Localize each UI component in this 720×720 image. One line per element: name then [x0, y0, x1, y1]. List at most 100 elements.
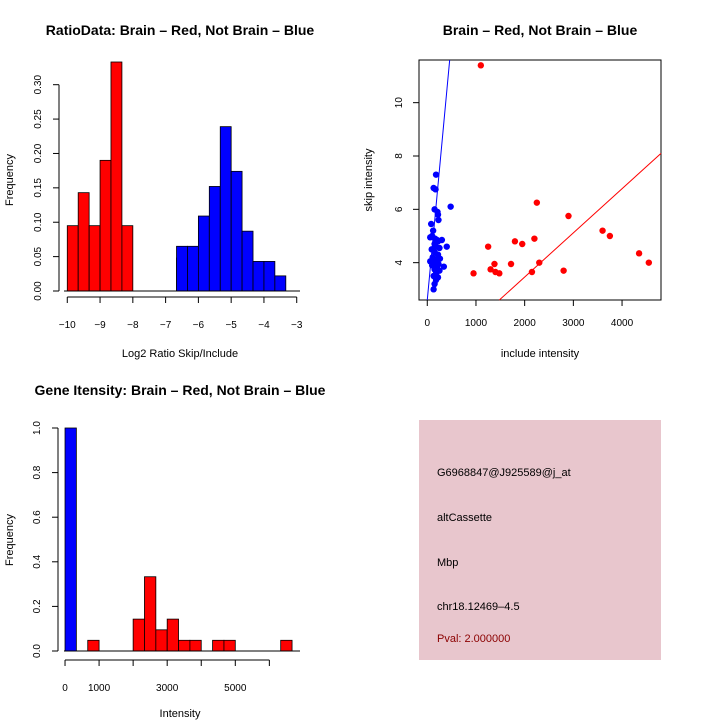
not-brain-point [432, 186, 439, 193]
brain-bar [88, 225, 101, 292]
not-brain-point [430, 286, 437, 293]
y-tick-label: 0.15 [33, 178, 44, 198]
scatter-title: Brain – Red, Not Brain – Blue [443, 22, 638, 38]
brain-point [491, 260, 498, 268]
y-tick-label: 10 [394, 97, 405, 109]
not-brain-bar [252, 261, 265, 292]
x-tick-label: −4 [258, 320, 270, 331]
gene-histogram-panel: Gene Itensity: Brain – Red, Not Brain – … [4, 382, 326, 720]
scatter-axes: 0 1000 2000 3000 4000 4 6 8 10 [394, 97, 634, 329]
brain-point [477, 62, 485, 69]
x-tick-label: 1000 [465, 318, 488, 329]
x-tick-label: −9 [94, 320, 106, 331]
ratio-bars [64, 61, 300, 292]
brain-bar [110, 61, 123, 292]
info-background [419, 420, 661, 660]
not-brain-point [432, 171, 440, 178]
gene-x-label: Intensity [160, 708, 201, 720]
not-brain-bar [64, 427, 77, 652]
brain-point [606, 232, 614, 240]
brain-bar [87, 639, 100, 652]
ratio-x-label: Log2 Ratio Skip/Include [122, 348, 238, 360]
scatter-panel: Brain – Red, Not Brain – Blue 0 1000 2000 3… [363, 22, 662, 360]
not-brain-bar [219, 126, 232, 292]
ratio-title: RatioData: Brain – Red, Not Brain – Blue [46, 22, 315, 38]
brain-point [511, 238, 519, 245]
x-tick-label: 4000 [611, 318, 634, 329]
y-tick-label: 6 [394, 206, 405, 212]
not-brain-point [440, 263, 448, 270]
x-tick-label: −10 [59, 320, 76, 331]
x-tick-label: 0 [424, 318, 430, 329]
scatter-x-label: include intensity [501, 348, 580, 360]
not-brain-point [427, 220, 435, 228]
x-tick-label: −8 [127, 320, 139, 331]
brain-point [519, 240, 526, 248]
not-brain-bar [263, 261, 276, 292]
brain-point [496, 270, 503, 277]
event-type: altCassette [437, 512, 492, 524]
brain-bar [178, 639, 191, 652]
scatter-points [426, 62, 653, 293]
y-tick-label: 0.6 [32, 510, 43, 524]
scatter-plot-box [418, 59, 662, 301]
y-tick-label: 0.0 [32, 644, 43, 658]
not-brain-point [435, 216, 442, 224]
gene-y-label: Frequency [4, 514, 16, 566]
x-tick-label: −3 [291, 320, 303, 331]
x-tick-label: 2000 [514, 318, 537, 329]
not-brain-bar [197, 215, 210, 292]
not-brain-point [429, 227, 437, 234]
brain-point [645, 259, 653, 266]
y-tick-label: 0.20 [33, 143, 44, 163]
not-brain-point [447, 203, 454, 210]
x-tick-label: 0 [62, 683, 68, 694]
x-tick-label: 3000 [156, 683, 179, 694]
brain-point [635, 250, 643, 257]
y-tick-label: 0.10 [33, 212, 44, 232]
brain-bar [166, 618, 179, 652]
y-tick-label: 4 [394, 259, 405, 265]
brain-bar [99, 159, 112, 292]
pval: Pval: 2.000000 [437, 633, 510, 645]
brain-bar [144, 576, 157, 652]
y-tick-label: 0.00 [33, 281, 44, 301]
not-brain-bar [176, 245, 188, 292]
gene-title: Gene Itensity: Brain – Red, Not Brain – … [35, 382, 326, 398]
ratio-histogram-panel: RatioData: Brain – Red, Not Brain – Blue… [4, 22, 314, 360]
brain-bar [212, 639, 225, 652]
y-tick-label: 0.8 [32, 465, 43, 479]
not-brain-point [443, 243, 450, 250]
x-tick-label: −7 [160, 320, 172, 331]
brain-fit-line [499, 152, 662, 301]
gene-name: Mbp [437, 557, 458, 569]
brain-bar [132, 618, 145, 652]
gene-bars [64, 427, 300, 652]
brain-point [536, 259, 543, 266]
x-tick-label: −5 [225, 320, 237, 331]
scatter-fit-lines [426, 59, 662, 301]
brain-bar [121, 225, 134, 292]
not-brain-bar [208, 186, 221, 292]
ratio-y-label: Frequency [4, 154, 16, 206]
ratio-axes: −10 −9 −8 −7 −6 −5 −4 −3 0.00 0.05 0.10 0.15 0.20 0.2… [33, 75, 303, 331]
x-tick-label: 3000 [562, 318, 585, 329]
y-tick-label: 8 [394, 153, 405, 159]
not-brain-bar [187, 245, 199, 292]
brain-point [470, 270, 477, 277]
genomic-location: chr18.12469–4.5 [437, 601, 520, 613]
brain-point [507, 260, 515, 268]
not-brain-bar [274, 275, 287, 292]
brain-bar [66, 225, 79, 292]
brain-point [599, 227, 606, 234]
x-tick-label: 5000 [224, 683, 247, 694]
not-brain-point [426, 234, 434, 241]
not-brain-point [431, 280, 438, 288]
not-brain-point [436, 244, 443, 252]
brain-point [487, 266, 494, 273]
x-tick-label: 1000 [88, 683, 111, 694]
y-tick-label: 0.4 [32, 554, 43, 568]
brain-bar [280, 639, 293, 652]
brain-bar [77, 192, 90, 292]
brain-bar [223, 639, 236, 652]
